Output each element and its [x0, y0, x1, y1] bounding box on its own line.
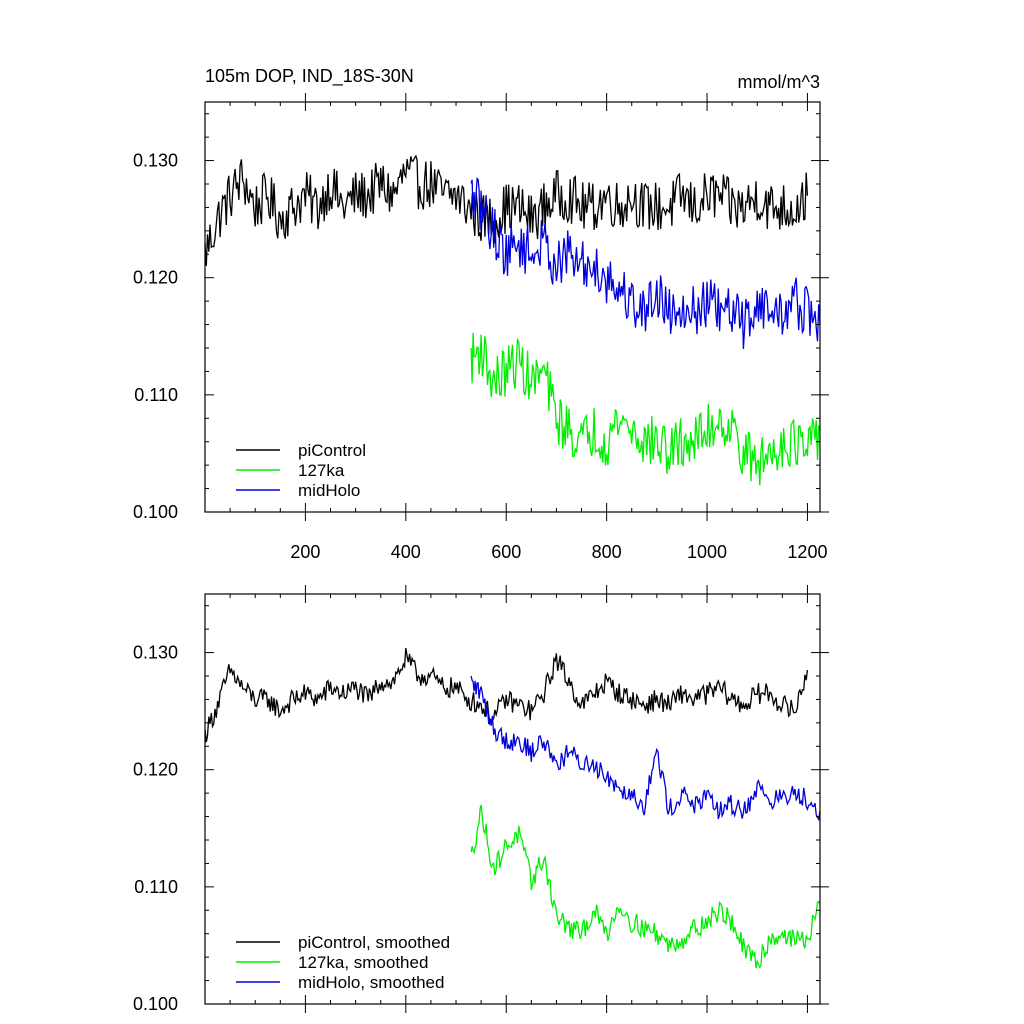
series-line: [470, 177, 821, 349]
legend-label: 127ka, smoothed: [298, 953, 428, 972]
legend-label: midHolo, smoothed: [298, 973, 444, 992]
tick-group: 0.100 0.110 0.120 0.130: [133, 585, 829, 1014]
series-line: [204, 154, 809, 266]
y-tick-label: 0.110: [134, 877, 178, 897]
legend-label: midHolo: [298, 481, 360, 500]
y-tick-label: 0.130: [133, 151, 178, 171]
series-line: [204, 647, 809, 743]
tick-group: 200 400 600 800 1000 1200 0.100 0.110 0.120 0.130: [133, 93, 829, 562]
plot-frame: [204, 101, 821, 513]
series-group: [204, 154, 821, 486]
legend-label: 127ka: [298, 461, 345, 480]
legend-label: piControl: [298, 441, 366, 460]
y-tick-label: 0.120: [133, 268, 178, 288]
y-tick-label: 0.120: [133, 760, 178, 780]
series-group: [204, 647, 821, 969]
x-tick-label: 200: [290, 542, 320, 562]
chart-title: 105m DOP, IND_18S-30N: [205, 66, 414, 87]
units-label: mmol/m^3: [738, 72, 820, 92]
y-tick-label: 0.100: [133, 994, 178, 1014]
top-panel: 105m DOP, IND_18S-30N mmol/m^3 200 400 600…: [133, 66, 829, 562]
series-line: [470, 332, 821, 486]
y-tick-label: 0.130: [133, 643, 178, 663]
plot-frame: [204, 593, 821, 1005]
x-tick-label: 1000: [687, 542, 727, 562]
x-tick-label: 600: [491, 542, 521, 562]
series-line: [470, 804, 821, 969]
legend-label: piControl, smoothed: [298, 933, 450, 952]
x-tick-label: 1200: [787, 542, 827, 562]
bottom-panel: 0.100 0.110 0.120 0.130 piControl, smoothed…: [133, 585, 829, 1014]
y-tick-label: 0.110: [134, 385, 178, 405]
x-tick-label: 800: [592, 542, 622, 562]
x-tick-label: 400: [391, 542, 421, 562]
y-tick-label: 0.100: [133, 502, 178, 522]
series-line: [470, 675, 821, 822]
